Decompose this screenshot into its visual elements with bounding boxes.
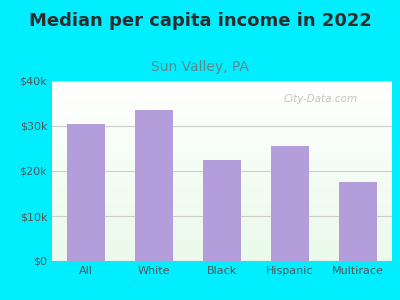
Bar (67, 124, 105, 261)
Bar (203, 160, 241, 261)
Bar (135, 110, 173, 261)
Bar (339, 182, 377, 261)
Text: Median per capita income in 2022: Median per capita income in 2022 (28, 12, 372, 30)
Bar (271, 146, 309, 261)
Text: City-Data.com: City-Data.com (283, 94, 357, 103)
Text: Sun Valley, PA: Sun Valley, PA (151, 60, 249, 74)
